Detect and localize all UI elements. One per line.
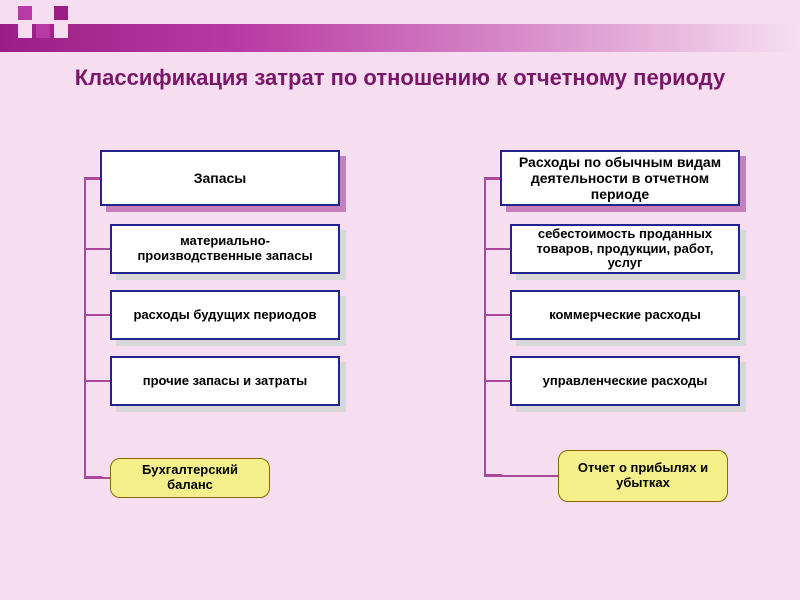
label: материально-производственные запасы xyxy=(120,234,330,264)
diagram-columns: Запасы материально-производственные запа… xyxy=(0,150,800,600)
left-item-1: материально-производственные запасы xyxy=(110,224,340,274)
connector xyxy=(484,314,510,316)
left-foot-label: Бухгалтерский баланс xyxy=(121,463,259,493)
connector xyxy=(84,380,110,382)
connector xyxy=(84,477,110,479)
label: себестоимость проданных товаров, продукц… xyxy=(520,227,730,272)
left-head-label: Запасы xyxy=(194,170,247,186)
connector xyxy=(84,177,100,179)
connector xyxy=(84,248,110,250)
right-foot-box: Отчет о прибылях и убытках xyxy=(558,450,728,502)
right-head-box: Расходы по обычным видам деятельности в … xyxy=(500,150,740,206)
right-item-1: себестоимость проданных товаров, продукц… xyxy=(510,224,740,274)
label: коммерческие расходы xyxy=(549,308,701,323)
connector xyxy=(484,177,500,179)
right-item-2: коммерческие расходы xyxy=(510,290,740,340)
right-head-label: Расходы по обычным видам деятельности в … xyxy=(510,154,730,202)
label: прочие запасы и затраты xyxy=(143,374,307,389)
connector xyxy=(484,380,510,382)
connector xyxy=(484,248,510,250)
connector xyxy=(84,314,110,316)
left-column: Запасы материально-производственные запа… xyxy=(40,150,360,600)
gradient-bar xyxy=(0,24,800,52)
label: управленческие расходы xyxy=(543,374,708,389)
page-title: Классификация затрат по отношению к отче… xyxy=(0,64,800,92)
decorative-squares xyxy=(18,6,68,38)
right-item-3: управленческие расходы xyxy=(510,356,740,406)
connector xyxy=(484,475,558,477)
right-foot-label: Отчет о прибылях и убытках xyxy=(569,461,717,491)
right-bracket xyxy=(484,178,502,476)
label: расходы будущих периодов xyxy=(133,308,316,323)
right-column: Расходы по обычным видам деятельности в … xyxy=(440,150,760,600)
header-decoration xyxy=(0,0,800,70)
left-head-box: Запасы xyxy=(100,150,340,206)
left-bracket xyxy=(84,178,102,478)
left-item-2: расходы будущих периодов xyxy=(110,290,340,340)
left-foot-box: Бухгалтерский баланс xyxy=(110,458,270,498)
left-item-3: прочие запасы и затраты xyxy=(110,356,340,406)
